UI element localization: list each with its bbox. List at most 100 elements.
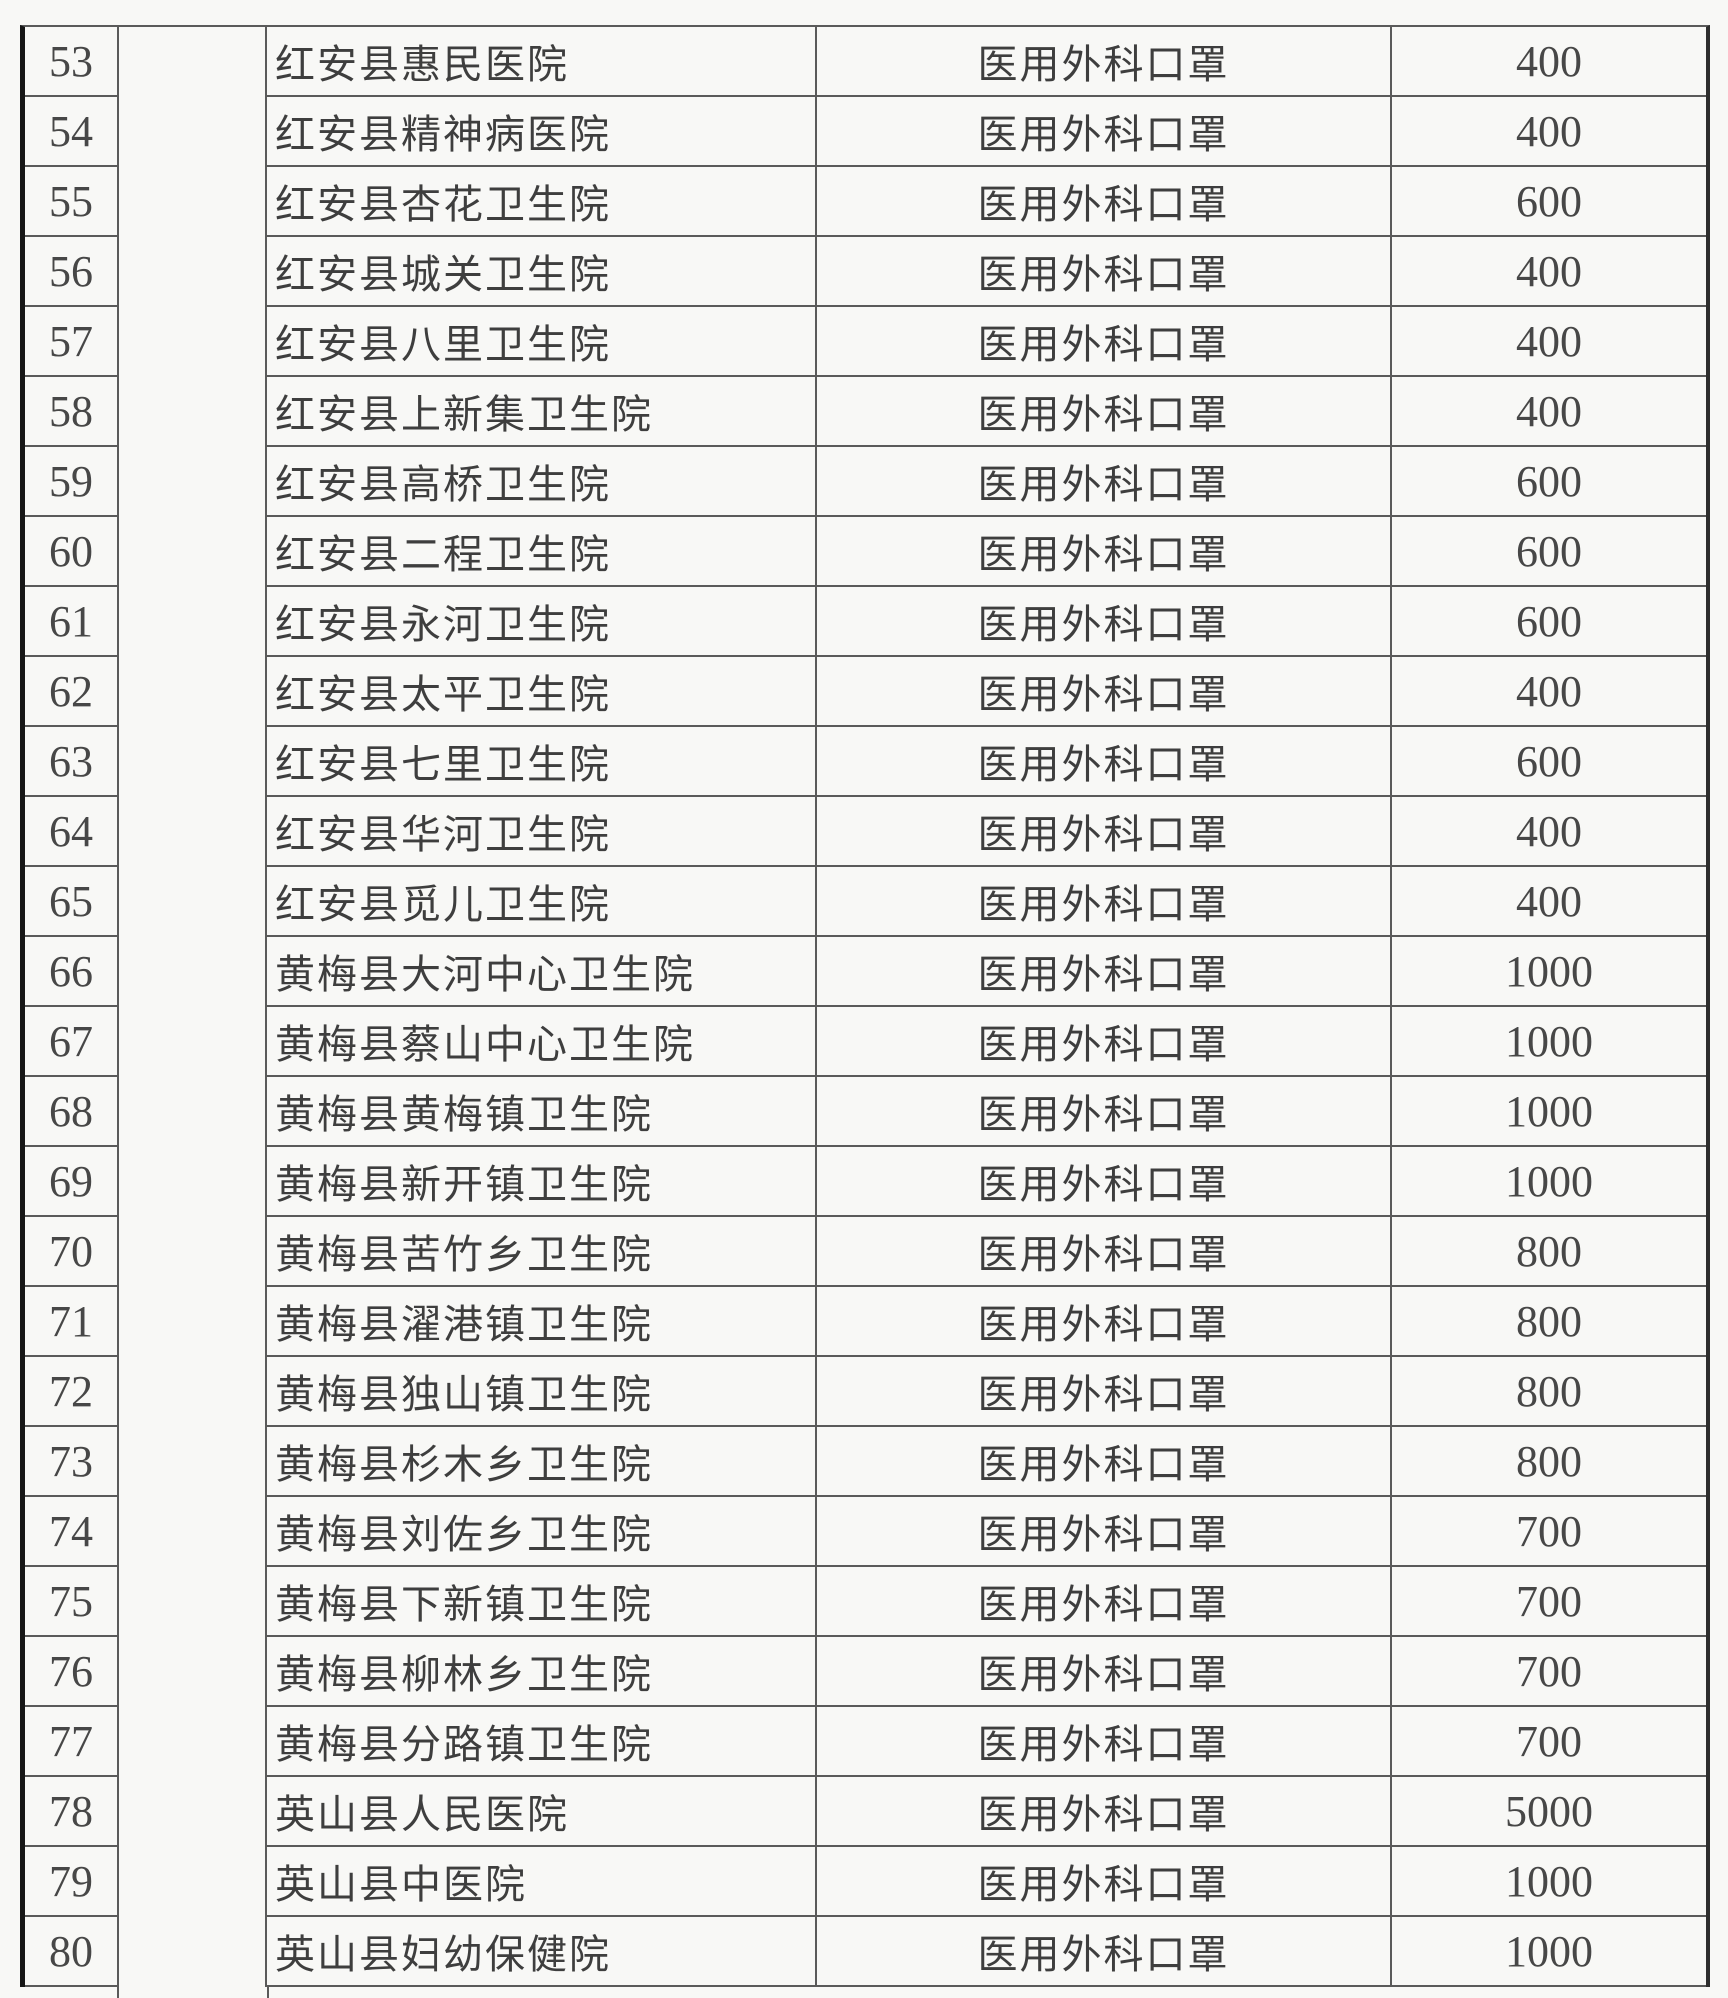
row-number-cell: 58 <box>25 377 119 447</box>
merged-region-cell <box>119 1777 267 1847</box>
supply-item-cell: 医用外科口罩 <box>817 937 1392 1007</box>
institution-name-cell: 黄梅县独山镇卫生院 <box>267 1357 817 1427</box>
institution-name-cell: 红安县上新集卫生院 <box>267 377 817 447</box>
quantity-cell: 700 <box>1392 1637 1706 1707</box>
row-number-cell: 67 <box>25 1007 119 1077</box>
row-number-cell: 57 <box>25 307 119 377</box>
institution-name-cell: 黄梅县杉木乡卫生院 <box>267 1427 817 1497</box>
supply-item-cell: 医用外科口罩 <box>817 657 1392 727</box>
row-number-cell: 65 <box>25 867 119 937</box>
supply-item-cell: 医用外科口罩 <box>817 1147 1392 1217</box>
row-number-cell: 71 <box>25 1287 119 1357</box>
merged-region-cell <box>119 797 267 867</box>
table-row: 64 红安县华河卫生院 医用外科口罩 400 <box>25 797 1706 867</box>
merged-region-cell <box>119 1917 267 1987</box>
merged-region-cell <box>119 1077 267 1147</box>
quantity-cell: 600 <box>1392 447 1706 517</box>
row-number-cell: 56 <box>25 237 119 307</box>
merged-region-cell <box>119 307 267 377</box>
institution-name-cell: 红安县觅儿卫生院 <box>267 867 817 937</box>
merged-region-cell <box>119 1847 267 1917</box>
institution-name-cell: 黄梅县蔡山中心卫生院 <box>267 1007 817 1077</box>
merged-region-cell <box>119 167 267 237</box>
row-number-cell: 76 <box>25 1637 119 1707</box>
table-row: 56 红安县城关卫生院 医用外科口罩 400 <box>25 237 1706 307</box>
row-number-cell: 66 <box>25 937 119 1007</box>
quantity-cell: 400 <box>1392 27 1706 97</box>
table-row: 59 红安县高桥卫生院 医用外科口罩 600 <box>25 447 1706 517</box>
row-number-cell: 55 <box>25 167 119 237</box>
merged-region-cell <box>119 447 267 517</box>
table-row: 74 黄梅县刘佐乡卫生院 医用外科口罩 700 <box>25 1497 1706 1567</box>
row-number-cell: 73 <box>25 1427 119 1497</box>
institution-name-cell: 红安县杏花卫生院 <box>267 167 817 237</box>
merged-region-cell <box>119 1427 267 1497</box>
row-number-cell: 64 <box>25 797 119 867</box>
quantity-cell: 800 <box>1392 1427 1706 1497</box>
row-number-cell: 72 <box>25 1357 119 1427</box>
table-row: 63 红安县七里卫生院 医用外科口罩 600 <box>25 727 1706 797</box>
institution-name-cell: 红安县惠民医院 <box>267 27 817 97</box>
row-number-cell: 61 <box>25 587 119 657</box>
supply-item-cell: 医用外科口罩 <box>817 377 1392 447</box>
table-rows: 53 红安县惠民医院 医用外科口罩 400 54 红安县精神病医院 医用外科口罩… <box>25 27 1706 1987</box>
table-row: 58 红安县上新集卫生院 医用外科口罩 400 <box>25 377 1706 447</box>
quantity-cell: 5000 <box>1392 1777 1706 1847</box>
supply-item-cell: 医用外科口罩 <box>817 1357 1392 1427</box>
merged-region-cell <box>119 1217 267 1287</box>
table-row: 65 红安县觅儿卫生院 医用外科口罩 400 <box>25 867 1706 937</box>
merged-region-cell <box>119 937 267 1007</box>
merged-region-cell <box>119 1567 267 1637</box>
row-number-cell: 59 <box>25 447 119 517</box>
institution-name-cell: 英山县人民医院 <box>267 1777 817 1847</box>
table-row: 73 黄梅县杉木乡卫生院 医用外科口罩 800 <box>25 1427 1706 1497</box>
table-row: 54 红安县精神病医院 医用外科口罩 400 <box>25 97 1706 167</box>
row-number-cell: 62 <box>25 657 119 727</box>
table-row: 70 黄梅县苦竹乡卫生院 医用外科口罩 800 <box>25 1217 1706 1287</box>
quantity-cell: 1000 <box>1392 1007 1706 1077</box>
quantity-cell: 1000 <box>1392 1077 1706 1147</box>
quantity-cell: 400 <box>1392 307 1706 377</box>
table-row: 55 红安县杏花卫生院 医用外科口罩 600 <box>25 167 1706 237</box>
institution-name-cell: 红安县精神病医院 <box>267 97 817 167</box>
institution-name-cell: 红安县华河卫生院 <box>267 797 817 867</box>
table-row: 71 黄梅县濯港镇卫生院 医用外科口罩 800 <box>25 1287 1706 1357</box>
supply-item-cell: 医用外科口罩 <box>817 1217 1392 1287</box>
merged-region-cell <box>119 587 267 657</box>
table-row: 75 黄梅县下新镇卫生院 医用外科口罩 700 <box>25 1567 1706 1637</box>
table-row: 67 黄梅县蔡山中心卫生院 医用外科口罩 1000 <box>25 1007 1706 1077</box>
quantity-cell: 400 <box>1392 657 1706 727</box>
supply-item-cell: 医用外科口罩 <box>817 517 1392 587</box>
table-row: 78 英山县人民医院 医用外科口罩 5000 <box>25 1777 1706 1847</box>
quantity-cell: 700 <box>1392 1707 1706 1777</box>
table-row: 68 黄梅县黄梅镇卫生院 医用外科口罩 1000 <box>25 1077 1706 1147</box>
merged-region-cell <box>119 727 267 797</box>
table-row: 72 黄梅县独山镇卫生院 医用外科口罩 800 <box>25 1357 1706 1427</box>
row-number-cell: 69 <box>25 1147 119 1217</box>
institution-name-cell: 英山县中医院 <box>267 1847 817 1917</box>
supply-item-cell: 医用外科口罩 <box>817 1007 1392 1077</box>
supply-item-cell: 医用外科口罩 <box>817 27 1392 97</box>
row-number-cell: 53 <box>25 27 119 97</box>
supply-item-cell: 医用外科口罩 <box>817 1567 1392 1637</box>
institution-name-cell: 红安县太平卫生院 <box>267 657 817 727</box>
supply-item-cell: 医用外科口罩 <box>817 727 1392 797</box>
table-row: 69 黄梅县新开镇卫生院 医用外科口罩 1000 <box>25 1147 1706 1217</box>
supply-item-cell: 医用外科口罩 <box>817 1077 1392 1147</box>
merged-region-cell <box>119 1287 267 1357</box>
row-number-cell: 79 <box>25 1847 119 1917</box>
table-row: 62 红安县太平卫生院 医用外科口罩 400 <box>25 657 1706 727</box>
merged-region-cell-extension <box>117 1987 269 1998</box>
institution-name-cell: 黄梅县新开镇卫生院 <box>267 1147 817 1217</box>
merged-region-cell <box>119 1357 267 1427</box>
quantity-cell: 600 <box>1392 167 1706 237</box>
merged-region-cell <box>119 237 267 307</box>
merged-region-cell <box>119 1497 267 1567</box>
merged-region-cell <box>119 867 267 937</box>
quantity-cell: 600 <box>1392 587 1706 657</box>
merged-region-cell <box>119 1147 267 1217</box>
row-number-cell: 54 <box>25 97 119 167</box>
institution-name-cell: 英山县妇幼保健院 <box>267 1917 817 1987</box>
quantity-cell: 800 <box>1392 1287 1706 1357</box>
